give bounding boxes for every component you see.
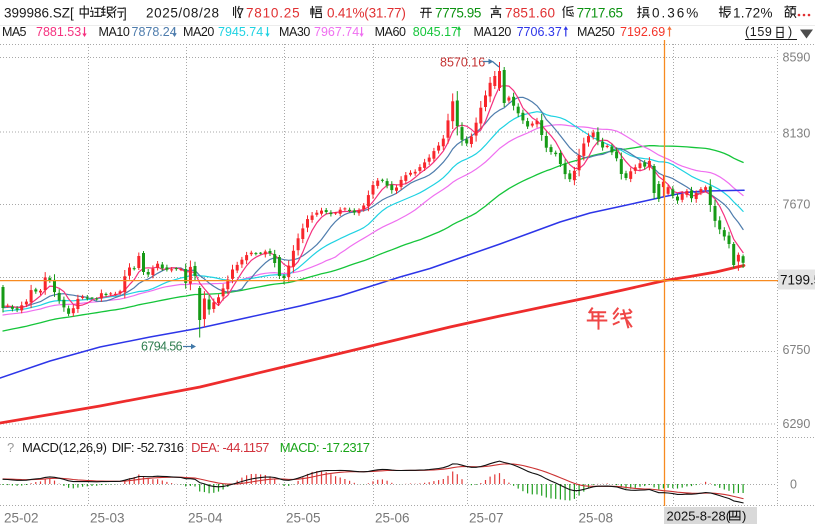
svg-text:7851.60: 7851.60 bbox=[505, 6, 555, 21]
svg-text:7945.74: 7945.74 bbox=[218, 25, 263, 39]
svg-text:6290: 6290 bbox=[783, 417, 811, 431]
svg-text:7881.53: 7881.53 bbox=[36, 25, 81, 39]
svg-text:25-02: 25-02 bbox=[4, 511, 39, 526]
svg-text:7878.24: 7878.24 bbox=[132, 25, 177, 39]
svg-text:7706.37: 7706.37 bbox=[517, 25, 562, 39]
svg-text:MA120: MA120 bbox=[474, 25, 512, 39]
svg-text:0.36%: 0.36% bbox=[652, 6, 700, 21]
svg-text:MACD(12,26,9): MACD(12,26,9) bbox=[22, 440, 107, 455]
svg-text:25-08: 25-08 bbox=[579, 511, 614, 526]
svg-text:0.41%(31.77): 0.41%(31.77) bbox=[327, 6, 406, 21]
svg-text:MA60: MA60 bbox=[375, 25, 406, 39]
svg-text:2025-8-28(: 2025-8-28( bbox=[667, 509, 731, 524]
svg-text:7192.69: 7192.69 bbox=[620, 25, 665, 39]
svg-text:MACD: -17.2317: MACD: -17.2317 bbox=[280, 440, 370, 455]
svg-text:): ) bbox=[742, 509, 746, 524]
svg-text:DEA: -44.1157: DEA: -44.1157 bbox=[191, 440, 269, 455]
svg-text:6794.56: 6794.56 bbox=[141, 340, 183, 354]
svg-text:MA250: MA250 bbox=[577, 25, 615, 39]
svg-text:7717.65: 7717.65 bbox=[577, 6, 623, 21]
svg-text:25-04: 25-04 bbox=[188, 511, 223, 526]
svg-text:MA10: MA10 bbox=[99, 25, 130, 39]
svg-text:1.72%: 1.72% bbox=[733, 6, 773, 21]
svg-text:6750: 6750 bbox=[783, 343, 811, 357]
svg-text:): ) bbox=[788, 25, 792, 39]
svg-text:MA5: MA5 bbox=[2, 25, 27, 39]
svg-text:25-06: 25-06 bbox=[375, 511, 410, 526]
svg-text:MA30: MA30 bbox=[279, 25, 310, 39]
svg-text:7199.5: 7199.5 bbox=[780, 273, 815, 288]
svg-text:25-03: 25-03 bbox=[90, 511, 125, 526]
svg-text:25-07: 25-07 bbox=[469, 511, 504, 526]
svg-text:7810.25: 7810.25 bbox=[246, 6, 300, 21]
svg-text:25-05: 25-05 bbox=[286, 511, 321, 526]
svg-text:7967.74: 7967.74 bbox=[314, 25, 359, 39]
svg-text:8590: 8590 bbox=[783, 51, 811, 65]
svg-text:8130: 8130 bbox=[783, 127, 811, 141]
svg-text:399986.SZ[: 399986.SZ[ bbox=[4, 6, 74, 21]
svg-text:DIF: -52.7316: DIF: -52.7316 bbox=[112, 440, 184, 455]
svg-text:7670: 7670 bbox=[783, 198, 811, 212]
svg-text:7775.95: 7775.95 bbox=[435, 6, 481, 21]
svg-text:]: ] bbox=[123, 6, 127, 21]
svg-text:8570.16: 8570.16 bbox=[440, 56, 485, 70]
svg-text:MA20: MA20 bbox=[183, 25, 214, 39]
svg-text:8045.17: 8045.17 bbox=[413, 25, 458, 39]
svg-text:(159: (159 bbox=[745, 25, 772, 39]
svg-text:0: 0 bbox=[790, 478, 797, 492]
svg-text:2025/08/28: 2025/08/28 bbox=[146, 6, 220, 21]
svg-text:?: ? bbox=[7, 440, 14, 455]
